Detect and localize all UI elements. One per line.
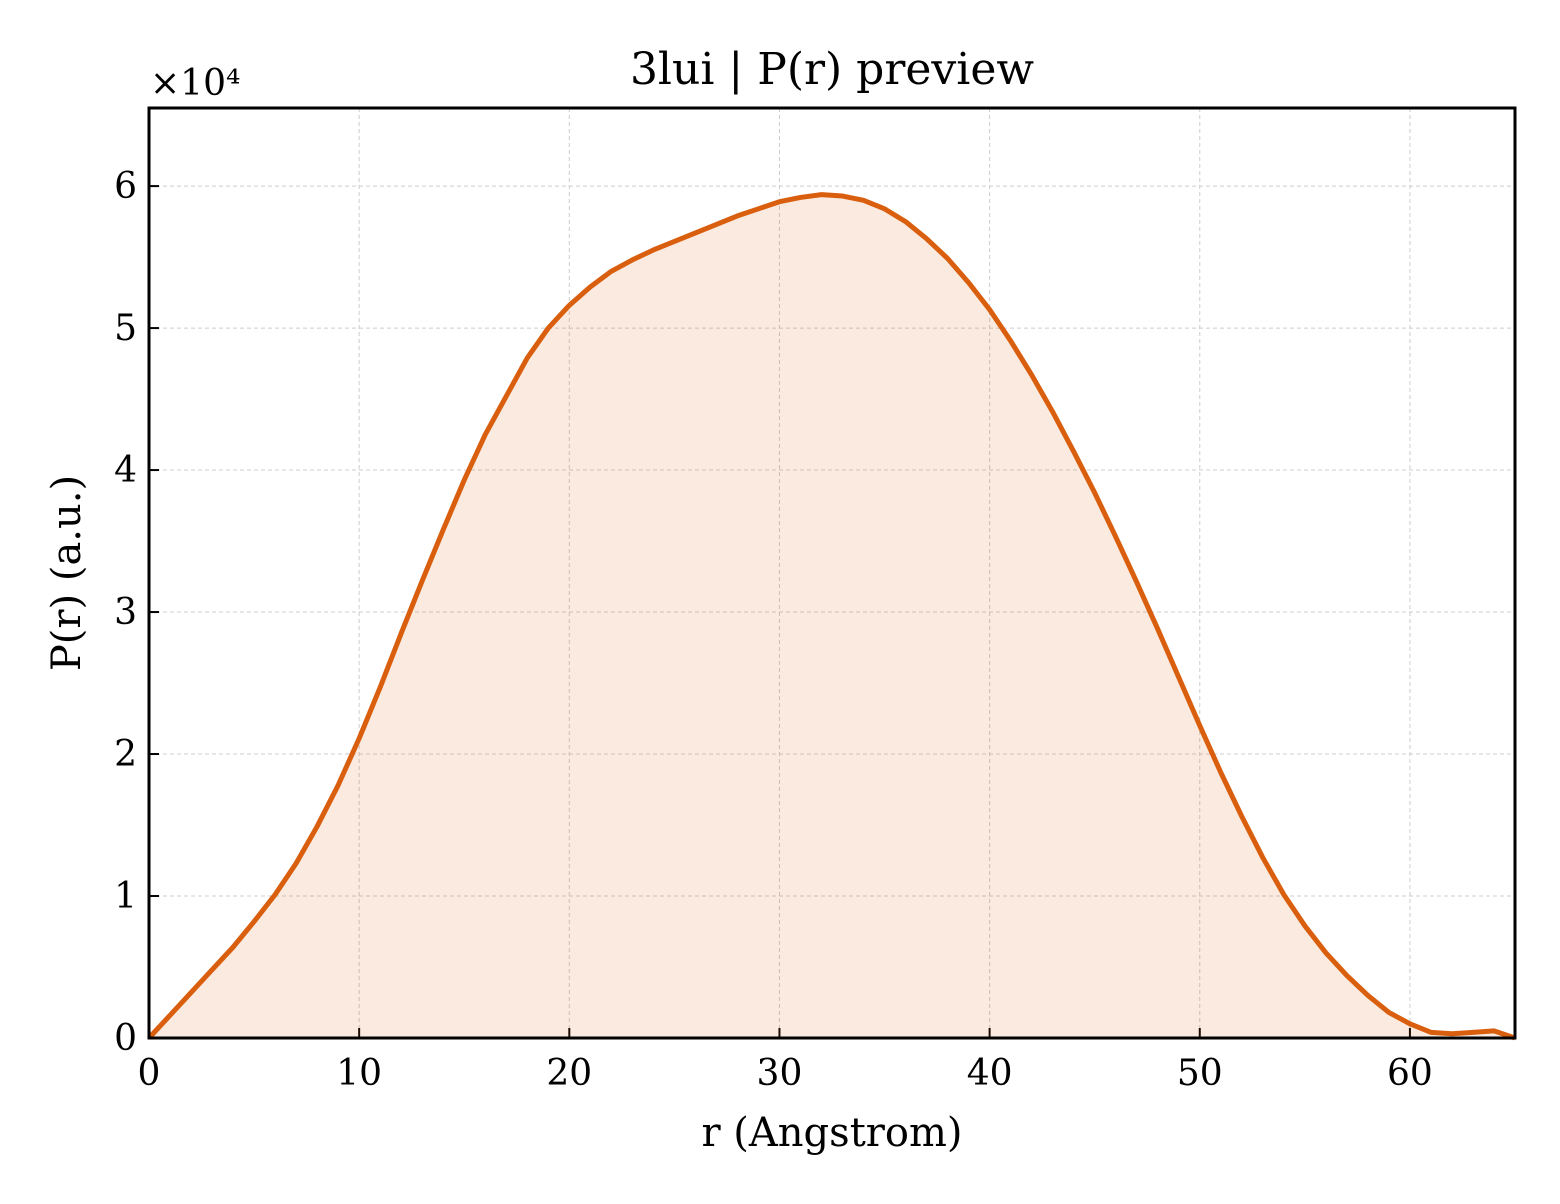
y-tick-label: 3 <box>114 592 137 633</box>
plot-frame <box>147 106 1517 1040</box>
x-tick-label: 10 <box>336 1053 382 1094</box>
x-tick-label: 20 <box>546 1053 592 1094</box>
x-tick-label: 40 <box>967 1053 1013 1094</box>
x-tick-label: 0 <box>138 1053 161 1094</box>
y-tick-label: 4 <box>114 450 137 491</box>
x-tick-label: 50 <box>1177 1053 1223 1094</box>
y-tick-label: 5 <box>114 308 137 349</box>
x-axis-label: r (Angstrom) <box>701 1110 962 1156</box>
y-tick-label: 6 <box>114 166 137 207</box>
y-tick-label: 1 <box>114 876 137 917</box>
y-tick-label: 2 <box>114 734 137 775</box>
y-axis-label: P(r) (a.u.) <box>44 475 90 671</box>
y-offset-label: ×10⁴ <box>150 63 240 104</box>
y-tick-label: 0 <box>114 1018 137 1059</box>
x-tick-label: 30 <box>757 1053 803 1094</box>
chart-title: 3lui | P(r) preview <box>630 44 1034 95</box>
line <box>147 192 1516 1041</box>
area-fill <box>149 194 1515 1039</box>
x-tick-label: 60 <box>1387 1053 1433 1094</box>
